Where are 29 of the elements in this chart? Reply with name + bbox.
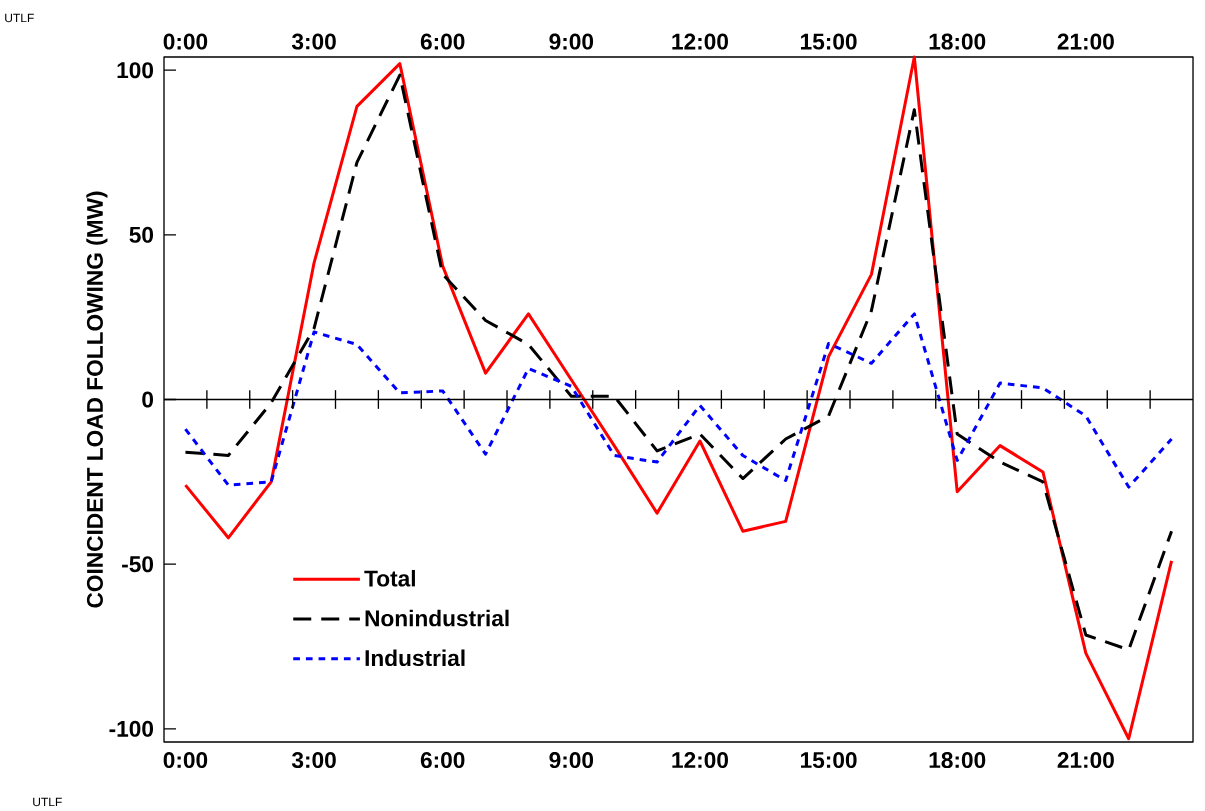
x2-tick-label: 3:00 <box>291 752 336 769</box>
y-tick-label: 50 <box>129 226 154 243</box>
x2-tick-label: 21:00 <box>1057 752 1114 769</box>
x-tick-label: 15:00 <box>801 33 857 50</box>
y-tick-label: -50 <box>122 556 154 573</box>
x2-tick-label: 6:00 <box>420 752 465 769</box>
legend-label: Total <box>364 569 415 587</box>
line-series <box>183 55 1174 741</box>
text: UTLF <box>5 13 34 23</box>
x2-tick-label: 0:00 <box>163 752 208 769</box>
legend-label: Industrial <box>365 649 465 667</box>
y-tick-label: 100 <box>117 62 154 79</box>
x-tick-label: 9:00 <box>549 33 594 50</box>
line-series <box>183 312 1174 489</box>
x2-tick-label: 15:00 <box>801 752 857 769</box>
x-tick-label: 3:00 <box>291 33 336 50</box>
x-tick-label: 0:00 <box>163 33 208 50</box>
x2-tick-label: 18:00 <box>929 752 986 769</box>
x-tick-label: 12:00 <box>672 33 728 50</box>
x-tick-label: 18:00 <box>929 33 986 50</box>
x2-tick-label: 9:00 <box>549 752 594 769</box>
x-tick-label: 21:00 <box>1057 33 1114 50</box>
x-tick-label: 6:00 <box>420 33 465 50</box>
y-tick-label: 0 <box>142 391 154 408</box>
y-axis-title: COINCIDENT LOAD FOLLOWING (MW) <box>86 191 108 608</box>
y-tick-label: -100 <box>109 720 154 737</box>
legend-label: Nonindustrial <box>365 609 509 627</box>
text: UTLF <box>33 797 62 807</box>
x2-tick-label: 12:00 <box>672 752 728 769</box>
